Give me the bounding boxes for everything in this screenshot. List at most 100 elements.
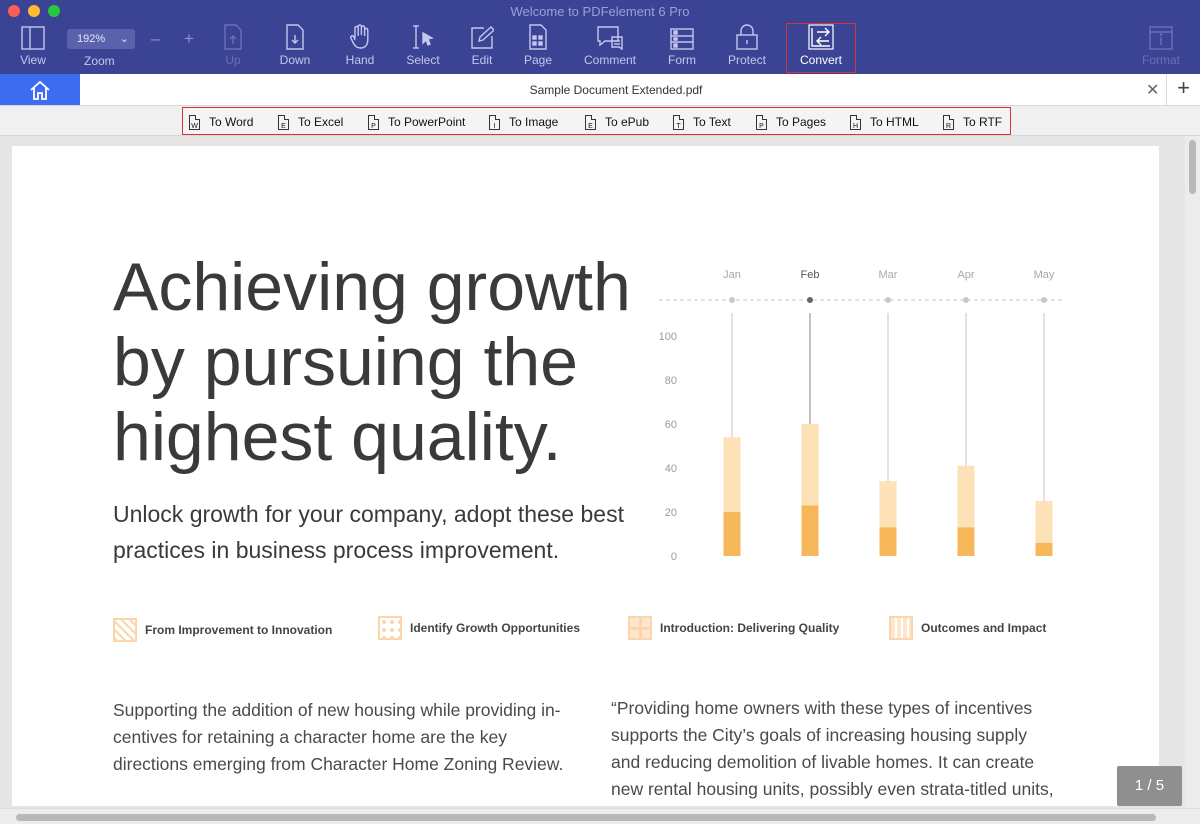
home-icon	[30, 80, 50, 100]
to-epub-label: To ePub	[605, 115, 650, 129]
bar-segment-dark	[1035, 542, 1053, 556]
diagonal-pattern-icon	[113, 618, 137, 642]
category-marker	[729, 297, 735, 303]
to-word-button[interactable]: W To Word	[189, 112, 253, 132]
page-down-icon	[286, 24, 304, 50]
format-label: Format	[1141, 53, 1180, 67]
to-powerpoint-button[interactable]: P To PowerPoint	[368, 112, 465, 132]
hand-tool-button[interactable]: Hand	[340, 22, 380, 72]
legend-item-improvement: From Improvement to Innovation	[113, 618, 332, 642]
legend-label: Identify Growth Opportunities	[410, 621, 580, 635]
to-image-button[interactable]: I To Image	[489, 112, 558, 132]
vertical-scrollbar[interactable]	[1185, 136, 1200, 808]
edit-icon	[471, 26, 494, 49]
pdf-page[interactable]: Achieving growth by pursuing the highest…	[12, 146, 1159, 806]
to-excel-label: To Excel	[298, 115, 344, 129]
view-label: View	[20, 53, 46, 67]
to-text-label: To Text	[693, 115, 731, 129]
to-rtf-button[interactable]: R To RTF	[943, 112, 1002, 132]
select-tool-button[interactable]: Select	[402, 22, 444, 72]
to-pages-button[interactable]: P To Pages	[756, 112, 826, 132]
category-marker	[1041, 297, 1047, 303]
cross-pattern-icon	[628, 616, 652, 640]
close-tab-icon[interactable]: ✕	[1146, 82, 1160, 99]
word-file-icon: W	[189, 114, 200, 130]
to-image-label: To Image	[509, 115, 559, 129]
convert-label: Convert	[799, 53, 843, 67]
select-cursor-icon	[413, 25, 434, 49]
x-category-label: Mar	[879, 269, 898, 281]
body-text-left: Supporting the addition of new housing w…	[113, 700, 564, 774]
zoom-label: Zoom	[84, 54, 115, 68]
format-button[interactable]: Format	[1136, 22, 1186, 72]
form-icon	[670, 28, 694, 50]
legend-item-outcomes: Outcomes and Impact	[889, 616, 1046, 640]
to-pages-label: To Pages	[776, 115, 827, 129]
document-subhead: Unlock growth for your company, adopt th…	[113, 501, 624, 563]
bar-segment-light	[723, 437, 741, 512]
convert-subtoolbar: W To Word E To Excel P To PowerPoint I T…	[0, 106, 1200, 136]
minimize-window-button[interactable]	[28, 5, 40, 17]
comment-button[interactable]: Comment	[578, 22, 642, 72]
window-title: Welcome to PDFelement 6 Pro	[510, 4, 690, 19]
to-excel-button[interactable]: E To Excel	[278, 112, 343, 132]
format-icon	[1149, 26, 1173, 50]
zoom-in-button[interactable]: +	[184, 29, 194, 48]
legend-item-growth: Identify Growth Opportunities	[378, 616, 580, 640]
chevron-down-icon: ⌄	[119, 33, 129, 45]
main-toolbar: Welcome to PDFelement 6 Pro View 192% ⌄ …	[0, 0, 1200, 74]
zoom-window-button[interactable]	[48, 5, 60, 17]
x-category-label: Jan	[723, 269, 741, 281]
close-window-button[interactable]	[8, 5, 20, 17]
select-label: Select	[406, 53, 440, 67]
form-button[interactable]: Form	[664, 22, 700, 72]
to-html-button[interactable]: H To HTML	[850, 112, 919, 132]
comment-icon	[597, 26, 623, 50]
horizontal-scroll-thumb[interactable]	[16, 814, 1156, 821]
legend-label: From Improvement to Innovation	[145, 623, 333, 637]
horizontal-scrollbar[interactable]	[0, 808, 1200, 824]
y-tick-label: 80	[665, 375, 677, 387]
document-headline: Achieving growth by pursuing the highest…	[113, 249, 631, 475]
category-marker	[963, 297, 969, 303]
page-up-button[interactable]: Up	[216, 22, 250, 72]
edit-button[interactable]: Edit	[464, 22, 500, 72]
bar-segment-dark	[957, 527, 975, 556]
document-viewport[interactable]: Achieving growth by pursuing the highest…	[0, 136, 1200, 824]
home-tab-button[interactable]	[0, 74, 80, 105]
x-category-label: Feb	[801, 269, 820, 281]
legend-label: Outcomes and Impact	[921, 621, 1047, 635]
vertical-scroll-thumb[interactable]	[1189, 140, 1196, 194]
comment-label: Comment	[583, 53, 636, 67]
html-file-icon: H	[850, 114, 861, 130]
zoom-value: 192%	[77, 33, 106, 45]
to-text-button[interactable]: T To Text	[673, 112, 731, 132]
y-tick-label: 20	[665, 507, 677, 519]
to-epub-button[interactable]: E To ePub	[585, 112, 649, 132]
bar-segment-dark	[723, 512, 741, 556]
tab-document-title[interactable]: Sample Document Extended.pdf	[529, 83, 703, 97]
page-indicator: 1 / 5	[1117, 766, 1182, 806]
hand-icon	[350, 24, 369, 49]
convert-button[interactable]: Convert	[788, 22, 854, 72]
bar-segment-light	[1035, 501, 1053, 543]
new-tab-button[interactable]: +	[1166, 74, 1200, 105]
bar-segment-light	[801, 424, 819, 506]
view-icon	[21, 26, 45, 50]
view-button[interactable]: View	[14, 22, 52, 72]
bar-segment-light	[879, 481, 897, 528]
category-marker	[885, 297, 891, 303]
edit-label: Edit	[471, 53, 493, 67]
zoom-select[interactable]: 192% ⌄	[67, 29, 135, 49]
hand-label: Hand	[345, 53, 375, 67]
y-tick-label: 40	[665, 463, 677, 475]
up-label: Up	[225, 53, 241, 67]
lock-icon	[736, 24, 758, 50]
zoom-out-button[interactable]: –	[151, 29, 161, 48]
page-down-button[interactable]: Down	[275, 22, 315, 72]
page-grid-icon	[529, 24, 547, 50]
page-button[interactable]: Page	[520, 22, 556, 72]
protect-button[interactable]: Protect	[724, 22, 770, 72]
bar-segment-light	[957, 465, 975, 528]
